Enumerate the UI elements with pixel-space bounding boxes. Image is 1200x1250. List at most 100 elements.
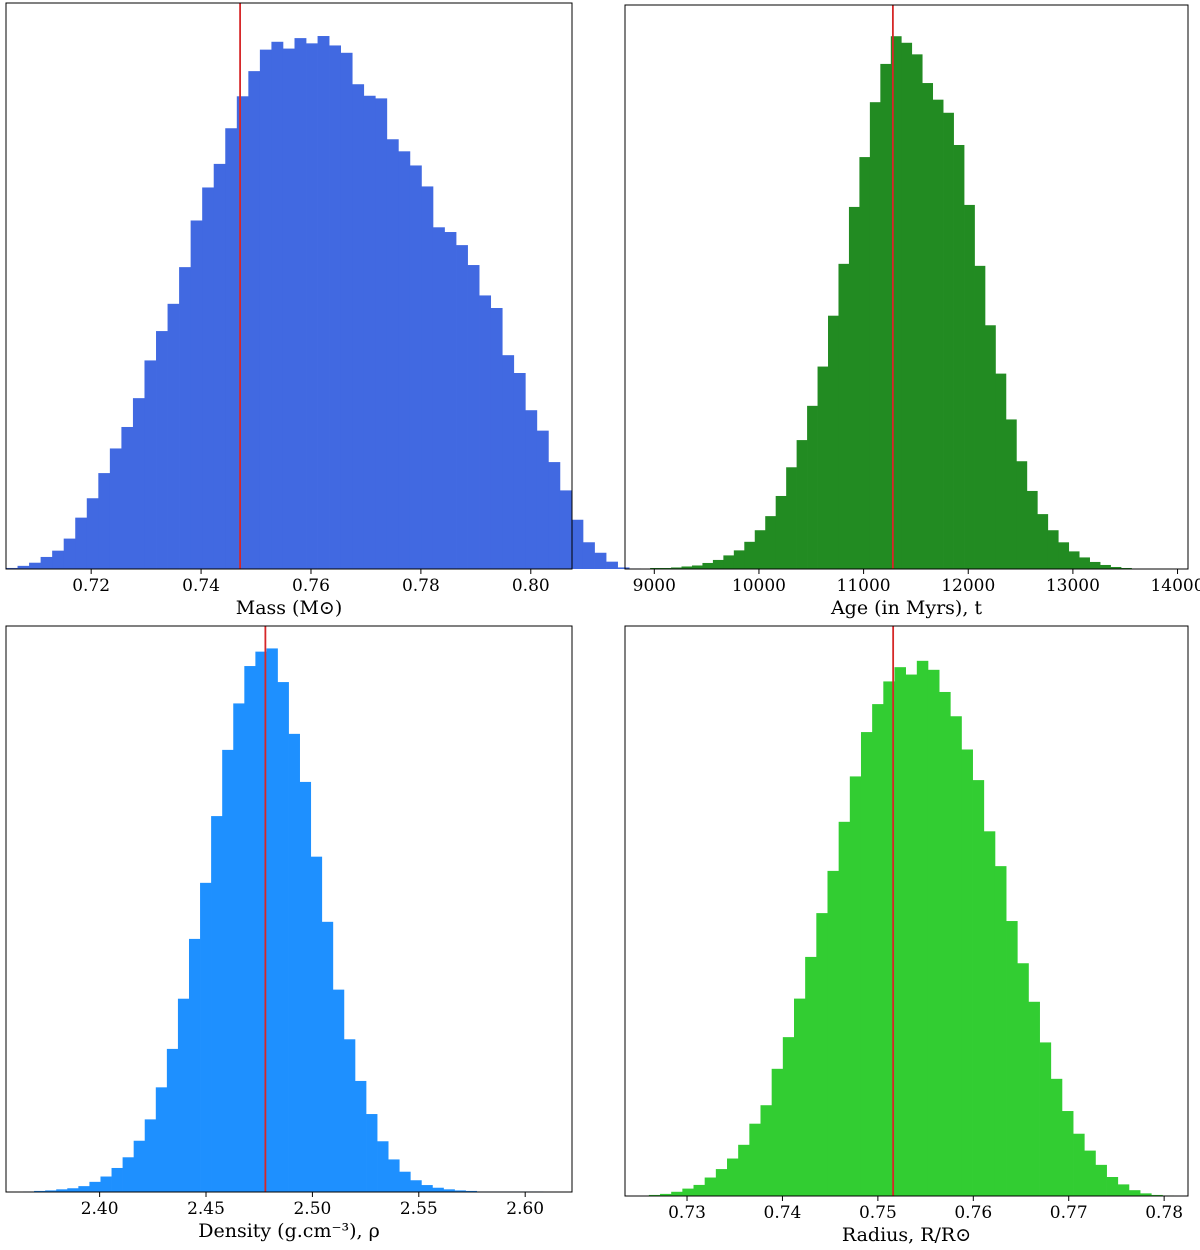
radius-bar <box>1039 1042 1052 1196</box>
density-bar <box>454 1190 466 1192</box>
radius-bar <box>1073 1133 1085 1196</box>
radius-tick-label: 0.75 <box>859 1203 897 1223</box>
mass-bar <box>329 45 341 569</box>
radius-tick-label: 0.73 <box>668 1203 706 1223</box>
age-bar <box>671 567 682 569</box>
density-bar <box>410 1180 422 1192</box>
panel-age: Age (in Myrs), t 9000 10000 11000 12000 1300… <box>624 4 1200 619</box>
mass-axis-label: Mass (M⊙) <box>236 597 343 619</box>
mass-bar <box>236 96 249 569</box>
age-bar <box>859 157 871 569</box>
mass-bar <box>386 139 399 569</box>
mass-bar <box>444 232 457 569</box>
radius-bar <box>894 667 906 1196</box>
mass-bar <box>75 517 88 569</box>
age-tick-label: 11000 <box>837 576 891 596</box>
density-bar <box>310 856 323 1192</box>
mass-bar <box>594 552 607 569</box>
mass-bar <box>409 165 422 569</box>
density-bar <box>177 998 190 1192</box>
density-bar <box>343 1039 356 1192</box>
mass-bar <box>86 498 99 569</box>
density-bar <box>377 1141 389 1192</box>
density-bar <box>56 1189 68 1192</box>
radius-bar <box>816 913 828 1196</box>
age-bar <box>984 325 996 569</box>
radius-bar <box>1050 1078 1063 1196</box>
mass-bar <box>467 265 480 569</box>
age-bars <box>629 36 1153 570</box>
age-bar <box>922 83 934 570</box>
density-bar <box>432 1187 444 1192</box>
mass-bar <box>40 556 53 569</box>
radius-bar <box>749 1123 761 1196</box>
mass-bar <box>294 38 307 570</box>
density-bar <box>111 1167 123 1192</box>
age-bar <box>869 102 881 569</box>
age-bar <box>932 99 944 570</box>
radius-bar <box>827 870 839 1196</box>
mass-bars <box>6 36 642 570</box>
radius-tick-label: 0.77 <box>1050 1203 1088 1223</box>
age-bar <box>1026 490 1038 569</box>
density-bar <box>299 781 312 1192</box>
radius-bar <box>994 866 1007 1196</box>
age-bar <box>817 366 829 569</box>
age-bar <box>775 495 787 569</box>
age-bar <box>733 550 745 569</box>
age-bar <box>1100 564 1111 569</box>
density-bar <box>67 1188 79 1192</box>
density-bar <box>366 1114 378 1192</box>
radius-bar <box>1151 1194 1163 1196</box>
density-bar <box>34 1190 46 1192</box>
density-bar <box>421 1185 433 1192</box>
radius-axis-label: Radius, R/R⊙ <box>842 1224 971 1246</box>
radius-bars <box>648 660 1174 1196</box>
radius-bar <box>1006 921 1018 1196</box>
density-bar <box>443 1189 455 1192</box>
age-bar <box>712 559 724 569</box>
radius-bar <box>805 956 817 1196</box>
mass-bar <box>29 562 41 569</box>
mass-bar <box>121 426 134 569</box>
mass-bar <box>479 295 492 569</box>
mass-bar <box>502 355 515 569</box>
age-bar <box>828 315 839 569</box>
radius-bar <box>983 831 996 1196</box>
mass-tick-label: 0.76 <box>292 576 330 596</box>
density-tick-label: 2.45 <box>187 1199 225 1219</box>
mass-bar <box>202 187 215 569</box>
age-axis-label: Age (in Myrs), t <box>830 597 982 619</box>
mass-bar <box>490 308 503 569</box>
mass-bar <box>144 360 157 569</box>
mass-bar <box>363 95 376 569</box>
mass-bar <box>282 48 295 569</box>
age-bar <box>754 530 766 569</box>
mass-bar <box>525 410 538 569</box>
radius-bar <box>916 660 929 1196</box>
density-tick-label: 2.40 <box>81 1199 119 1219</box>
age-bar <box>702 562 714 569</box>
density-tick-label: 2.60 <box>506 1199 544 1219</box>
mass-bar <box>536 430 549 569</box>
mass-bar <box>421 186 434 569</box>
age-bar <box>723 555 735 569</box>
age-tick-label: 14000 <box>1150 576 1200 596</box>
density-bar <box>100 1176 112 1192</box>
mass-bar <box>167 303 180 569</box>
mass-bar <box>548 462 561 569</box>
radius-bar <box>939 691 951 1196</box>
mass-bar <box>179 267 191 569</box>
mass-tick-label: 0.78 <box>402 576 440 596</box>
age-bar <box>650 567 661 569</box>
density-bar <box>133 1140 146 1192</box>
radius-bar <box>1117 1184 1130 1196</box>
radius-bar <box>738 1144 750 1196</box>
age-bar <box>1068 551 1080 570</box>
radius-bar <box>771 1068 784 1196</box>
mass-bar <box>340 52 353 570</box>
radius-bar <box>1106 1177 1119 1196</box>
density-bar <box>266 648 278 1192</box>
radius-bar <box>1061 1111 1074 1196</box>
density-bar <box>200 882 212 1192</box>
